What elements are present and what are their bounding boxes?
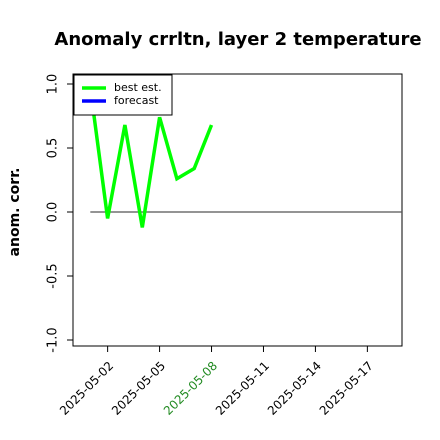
x-tick-label: 2025-05-05 [109, 359, 168, 418]
legend-box [73, 74, 173, 116]
y-tick-label: 0.5 [46, 138, 61, 159]
legend-label: forecast [114, 94, 159, 107]
x-tick-label: 2025-05-02 [57, 359, 116, 418]
chart-title: Anomaly crrltn, layer 2 temperature [54, 29, 421, 50]
y-tick-label: -0.5 [46, 263, 61, 288]
y-tick-label: 1.0 [46, 74, 61, 95]
plot-layer: -1.0-0.50.00.51.02025-05-022025-05-05202… [46, 73, 403, 418]
legend: best est.forecast [73, 74, 173, 116]
x-tick-label-highlighted: 2025-05-08 [161, 359, 220, 418]
series-line-best-est [88, 87, 214, 228]
x-tick-label: 2025-05-17 [317, 359, 376, 418]
x-tick-label: 2025-05-14 [265, 359, 324, 418]
legend-label: best est. [114, 81, 162, 94]
y-axis-label: anom. corr. [7, 168, 23, 257]
x-tick-label: 2025-05-11 [213, 359, 272, 418]
y-tick-label: 0.0 [46, 202, 61, 223]
y-tick-label: -1.0 [46, 327, 61, 352]
plot-frame [72, 73, 403, 347]
